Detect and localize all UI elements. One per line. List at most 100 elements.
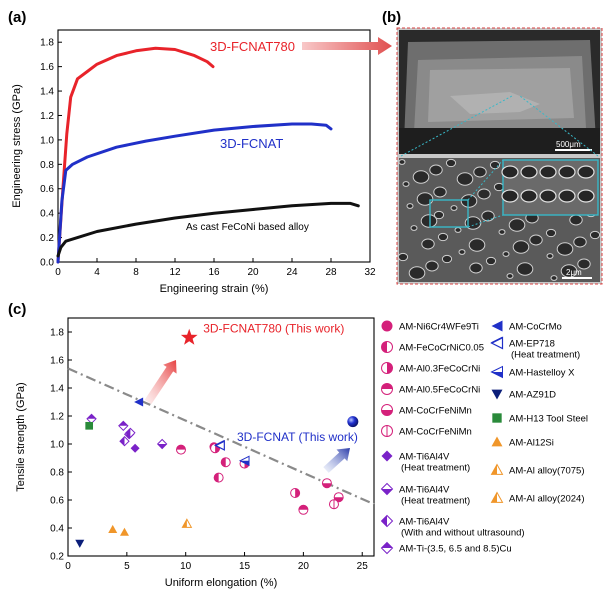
plot-c-xtick-label: 0 [65, 561, 71, 572]
legend-label: AM-Al0.3FeCoCrNi [399, 364, 480, 375]
label-fcnat780-this-work: 3D-FCNAT780 (This work) [203, 322, 344, 336]
panel-label-a: (a) [8, 9, 26, 26]
legend-marker [381, 450, 393, 462]
plot-a-ytick-label: 1.2 [40, 111, 54, 122]
plot-c-xtick-label: 20 [298, 561, 310, 572]
legend-marker [381, 341, 393, 353]
scatter-point [118, 420, 129, 432]
trend-line [67, 367, 375, 506]
legend-marker [491, 389, 503, 400]
arrow-to-sem [302, 37, 392, 55]
legend-marker [381, 320, 393, 332]
legend-label: AM-Ti6Al4V (With and without ultrasound) [399, 517, 525, 539]
plot-a-series-line [56, 122, 333, 264]
plot-a-xtick-label: 24 [286, 267, 298, 278]
legend-marker [491, 436, 503, 447]
panel-label-c: (c) [8, 301, 26, 318]
plot-c-ytick-label: 0.2 [50, 552, 64, 563]
plot-a-xtick-label: 32 [364, 267, 376, 278]
plot-a-ytick-label: 0.0 [40, 258, 54, 269]
legend-label: AM-Al12Si [509, 438, 554, 449]
legend-marker [380, 541, 394, 555]
legend-marker [492, 413, 502, 423]
legend-label: AM-Ti6Al4V (Heat treatment) [399, 452, 470, 474]
legend-label: AM-Al alloy(2024) [509, 494, 585, 505]
scatter-point [85, 421, 94, 430]
scatter-point [130, 443, 140, 453]
legend-label: AM-Ti6Al4V (Heat treatment) [399, 485, 470, 507]
panel-label-b: (b) [382, 9, 401, 26]
arrow-to-fcnat780 [144, 360, 177, 405]
legend-label: AM-Ni6Cr4WFe9Ti [399, 322, 479, 333]
plot-c-ytick-label: 1.2 [50, 412, 64, 423]
plot-a-xtick-label: 16 [208, 267, 220, 278]
plot-a-ytick-label: 0.8 [40, 160, 54, 171]
scatter-point [108, 524, 118, 533]
plot-a-ytick-label: 0.6 [40, 184, 54, 195]
plot-a-ytick-label: 1.6 [40, 62, 54, 73]
plot-a-xtick-label: 0 [55, 267, 61, 278]
plot-a-xtick-label: 8 [133, 267, 139, 278]
legend-marker [381, 362, 393, 374]
legend-marker [490, 463, 504, 475]
scatter-point [220, 457, 231, 468]
legend-marker [490, 336, 504, 350]
sem-zoom-line [519, 95, 599, 157]
legend-label: AM-CoCrMo [509, 322, 562, 333]
scatter-point [75, 539, 85, 548]
plot-a-xtick-label: 4 [94, 267, 100, 278]
legend-label: AM-FeCoCrNiC0.05 [399, 343, 484, 354]
scatter-point [328, 499, 339, 510]
plot-a-series-line [56, 201, 360, 258]
legend-label: AM-AZ91D [509, 390, 556, 401]
legend-marker [380, 482, 394, 496]
plot-c-ytick-label: 1.0 [50, 440, 64, 451]
scatter-point [175, 444, 186, 455]
sem-zoom-line [400, 95, 513, 157]
sem-scale-bottom: 2μm [566, 268, 582, 277]
plot-a-xtick-label: 12 [169, 267, 181, 278]
scatter-point [213, 439, 225, 451]
plot-a-xtick-label: 28 [325, 267, 337, 278]
scatter-point [213, 472, 224, 483]
label-fcnat-this-work: 3D-FCNAT (This work) [237, 430, 358, 444]
plot-c-xtick-label: 25 [357, 561, 369, 572]
legend-marker [380, 514, 394, 528]
plot-c-frame [67, 317, 375, 557]
plot-a-ytick-label: 1.8 [40, 38, 54, 49]
legend-label: AM-Al alloy(7075) [509, 466, 585, 477]
scatter-point [86, 413, 97, 425]
plot-a-label-fcnat780: 3D-FCNAT780 [210, 39, 295, 54]
scatter-point [181, 518, 193, 528]
scatter-point [156, 438, 168, 450]
plot-a-label-ascast: As cast FeCoNi based alloy [186, 222, 309, 233]
legend-label: AM-Al0.5FeCoCrNi [399, 385, 480, 396]
scatter-point [298, 504, 309, 515]
legend-label: AM-CoCrFeNiMn [399, 427, 472, 438]
scatter-point [119, 435, 130, 447]
plot-c-xtick-label: 10 [180, 561, 192, 572]
legend-marker [490, 491, 504, 503]
legend-marker [491, 320, 503, 332]
sem-fracture-image [397, 158, 601, 282]
arrow-to-fcnat [323, 448, 350, 473]
sem-scale-top: 500μm [556, 140, 581, 149]
plot-c-ytick-label: 1.4 [50, 384, 64, 395]
sphere-point-fcnat [347, 416, 359, 428]
scatter-point [119, 527, 129, 536]
plot-c-xtick-label: 5 [124, 561, 130, 572]
plot-c-xtick-label: 15 [239, 561, 251, 572]
legend-marker [490, 365, 503, 379]
plot-a-ytick-label: 0.2 [40, 233, 54, 244]
plot-c-ytick-label: 0.4 [50, 524, 64, 535]
legend-label: AM-CoCrFeNiMn [399, 406, 472, 417]
plot-a-xtick-label: 20 [247, 267, 259, 278]
legend-label: AM-H13 Tool Steel [509, 414, 588, 425]
plot-a-label-fcnat: 3D-FCNAT [220, 136, 283, 151]
legend-label: AM-Hastelloy X [509, 368, 575, 379]
plot-a-ytick-label: 1.0 [40, 135, 54, 146]
plot-c-ytick-label: 1.8 [50, 328, 64, 339]
legend-label: AM-EP718 (Heat treatment) [509, 339, 580, 361]
scatter-point [321, 478, 332, 489]
